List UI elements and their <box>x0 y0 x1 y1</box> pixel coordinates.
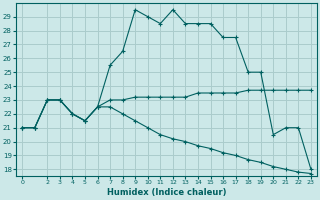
X-axis label: Humidex (Indice chaleur): Humidex (Indice chaleur) <box>107 188 226 197</box>
